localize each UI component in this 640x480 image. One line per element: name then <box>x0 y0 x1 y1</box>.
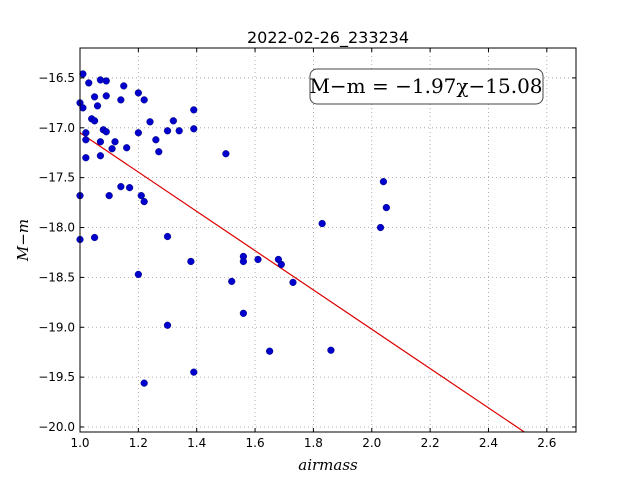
y-tick-label: −17.0 <box>38 121 75 135</box>
data-point <box>96 152 105 160</box>
x-tick-label: 2.2 <box>421 436 440 450</box>
data-point <box>155 148 163 156</box>
data-point <box>96 138 105 146</box>
data-point <box>376 223 385 232</box>
data-point <box>163 127 172 135</box>
x-tick-label: 1.2 <box>129 436 148 450</box>
data-point <box>90 93 99 101</box>
y-tick-label: −19.0 <box>38 320 75 334</box>
data-point <box>327 346 335 354</box>
plot-area <box>80 48 576 432</box>
data-point <box>239 257 247 266</box>
data-point <box>222 150 230 158</box>
data-point <box>90 117 99 125</box>
y-axis-label: M−m <box>14 219 32 262</box>
data-point <box>175 127 183 135</box>
data-point <box>239 309 247 317</box>
data-point <box>82 136 90 144</box>
y-tick-label: −17.5 <box>38 171 75 185</box>
x-tick-label: 2.0 <box>362 436 381 450</box>
data-point <box>266 347 274 355</box>
y-tick-label: −19.5 <box>38 370 75 384</box>
axis-ticks <box>79 48 576 432</box>
fit-legend-box <box>309 68 544 105</box>
data-point <box>108 145 116 153</box>
data-point <box>190 368 198 376</box>
data-point <box>82 154 90 162</box>
data-point <box>117 183 125 191</box>
data-point <box>79 104 87 112</box>
data-point <box>117 96 125 104</box>
data-point <box>277 260 285 269</box>
data-point <box>105 192 113 200</box>
data-point <box>190 106 198 114</box>
data-point <box>140 379 148 387</box>
x-tick-label: 2.6 <box>537 436 556 450</box>
data-point <box>134 89 142 97</box>
data-point <box>190 125 198 133</box>
x-tick-label: 1.8 <box>304 436 323 450</box>
plot-frame <box>79 47 577 433</box>
data-point <box>102 92 110 100</box>
x-tick-label: 1.0 <box>70 436 89 450</box>
data-point <box>318 219 326 228</box>
y-tick-labels: −16.5 −17.0 −17.5 −18.0 −18.5 −19.0 −19.5 −20.0 <box>38 71 75 434</box>
data-point <box>228 277 236 285</box>
data-point <box>120 82 128 90</box>
data-point <box>379 178 388 186</box>
y-tick-label: −20.0 <box>38 420 75 434</box>
data-point <box>163 232 172 241</box>
data-point <box>123 144 131 152</box>
data-point <box>169 117 177 125</box>
fit-legend: M−m = −1.97χ−15.08 <box>309 68 544 105</box>
data-point <box>102 128 110 136</box>
data-point <box>137 192 145 200</box>
data-point <box>289 278 297 286</box>
data-point <box>140 96 148 104</box>
data-point <box>146 118 154 126</box>
data-point <box>102 77 110 85</box>
data-point <box>85 79 93 87</box>
x-tick-label: 1.6 <box>246 436 265 450</box>
data-point <box>187 257 195 266</box>
data-point <box>126 184 134 192</box>
y-tick-label: −16.5 <box>38 71 75 85</box>
data-point <box>82 129 90 137</box>
fit-line <box>79 132 525 433</box>
data-point <box>254 255 262 264</box>
y-tick-label: −18.0 <box>38 221 75 235</box>
data-point <box>152 136 160 144</box>
y-tick-label: −18.5 <box>38 270 75 284</box>
fit-line-group <box>79 132 525 433</box>
data-point <box>93 102 102 110</box>
chart-title: 2022-02-26_233234 <box>247 28 409 48</box>
data-point <box>111 138 119 146</box>
x-tick-label: 1.4 <box>187 436 206 450</box>
data-point <box>140 198 148 206</box>
x-tick-labels: 1.0 1.2 1.4 1.6 1.8 2.0 2.2 2.4 2.6 <box>70 436 556 450</box>
data-point <box>90 233 99 242</box>
fit-equation-label: M−m = −1.97χ−15.08 <box>309 74 542 98</box>
x-tick-label: 2.4 <box>479 436 498 450</box>
data-point <box>79 70 87 78</box>
data-point <box>134 270 142 279</box>
data-point <box>134 129 142 137</box>
data-point <box>163 321 172 329</box>
x-axis-label: airmass <box>298 456 358 474</box>
data-point <box>382 203 390 212</box>
